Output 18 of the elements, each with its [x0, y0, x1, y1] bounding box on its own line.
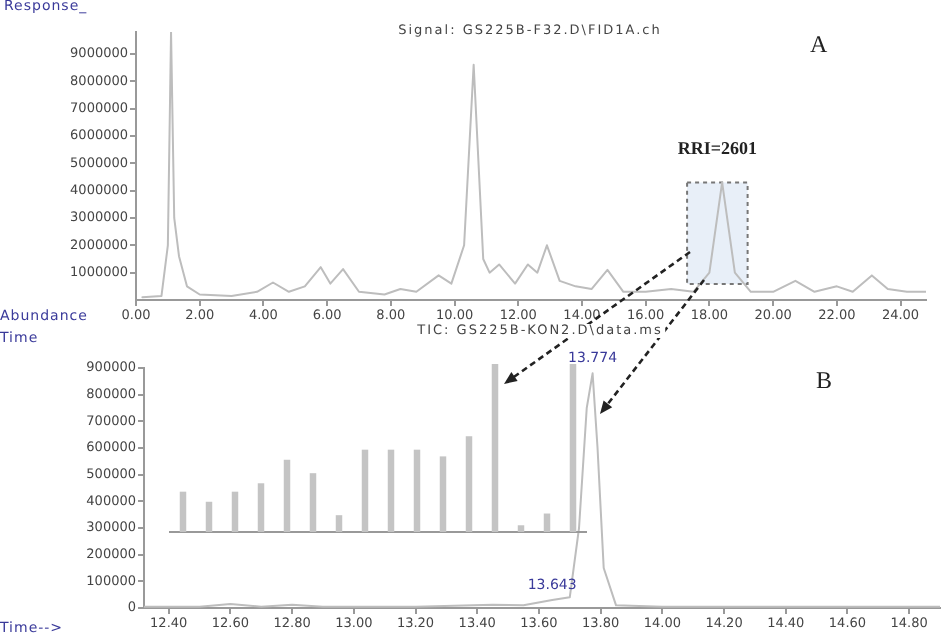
- bar: [361, 449, 369, 532]
- bar: [257, 483, 265, 532]
- annotation: B: [816, 366, 833, 394]
- bar: [465, 436, 473, 532]
- bar: [517, 525, 525, 532]
- bar: [205, 501, 213, 532]
- bar: [283, 459, 291, 532]
- bar: [179, 491, 187, 532]
- annotation: A: [810, 30, 828, 58]
- bar: [413, 449, 421, 532]
- band-label: RRI=2601: [677, 138, 758, 159]
- bar: [335, 515, 343, 532]
- bar: [543, 513, 551, 532]
- bar: [439, 456, 447, 532]
- bar: [231, 491, 239, 532]
- bar: [387, 449, 395, 532]
- bar: [491, 364, 499, 532]
- bar: [309, 473, 317, 532]
